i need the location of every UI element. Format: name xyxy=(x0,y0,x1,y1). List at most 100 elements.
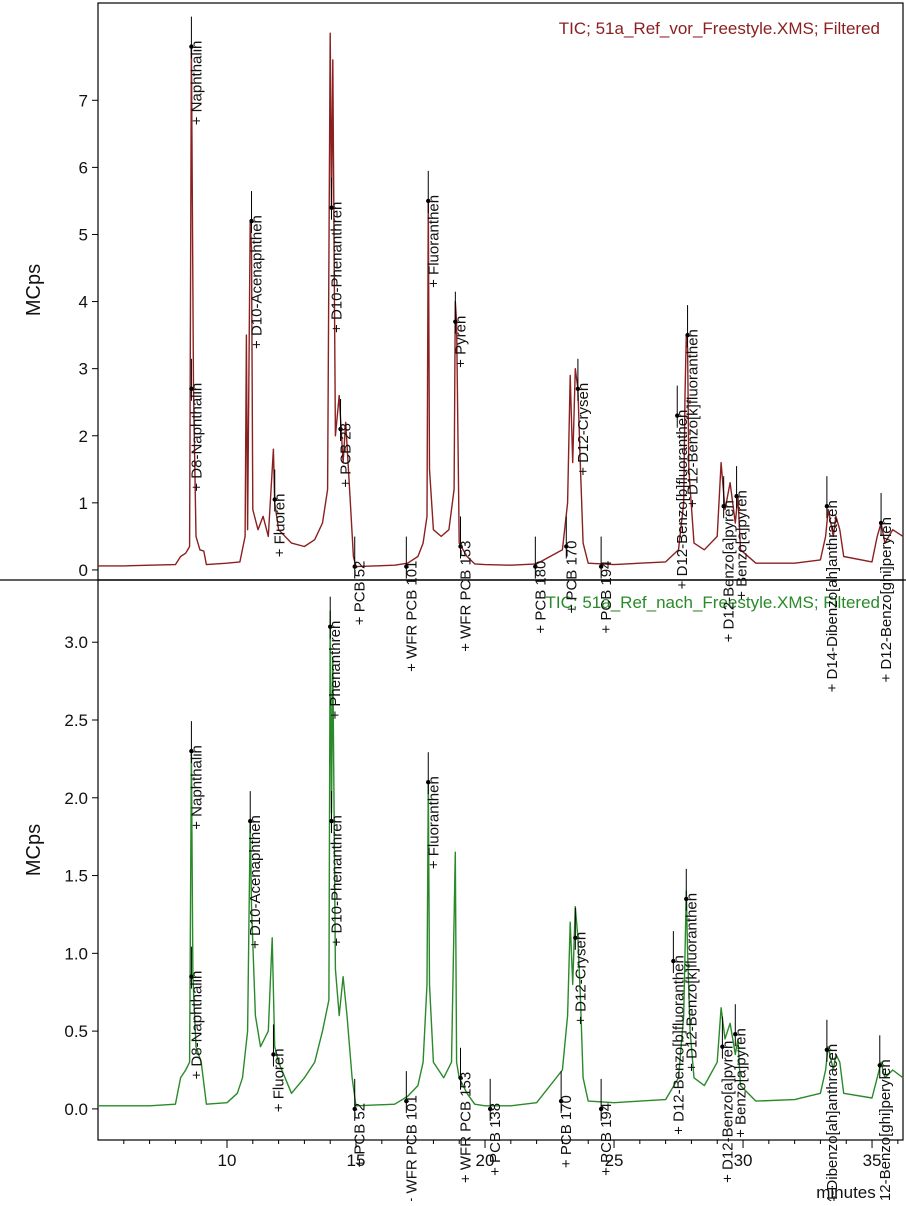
peak-label: + Naphthalin xyxy=(188,745,205,830)
bottom-peak-annotation: + PCB 138 xyxy=(487,1078,504,1176)
peak-marker-dot xyxy=(824,1047,830,1052)
x-tick-label: 10 xyxy=(218,1151,237,1170)
peak-label: + PCB 180 xyxy=(532,561,549,634)
peak-label: + D12-Crysen xyxy=(572,932,589,1025)
peak-label: + D12-Benzo[b]fluoranthen xyxy=(670,955,687,1135)
peak-label: + PCB 194 xyxy=(598,561,615,634)
top-peak-annotation: + D10-Phenanthren xyxy=(329,177,346,333)
top-y-tick-label: 5 xyxy=(79,225,88,244)
x-tick-label: 20 xyxy=(476,1151,495,1170)
top-peak-annotation: + PCB 194 xyxy=(598,536,615,634)
bottom-peak-annotation: + PCB 194 xyxy=(598,1078,615,1176)
peak-label: + PCB 138 xyxy=(487,1103,504,1176)
peak-marker-dot xyxy=(720,1044,725,1049)
top-y-tick-label: 6 xyxy=(79,158,88,177)
top-y-tick-label: 2 xyxy=(79,427,88,446)
bottom-panel-title: TIC; 51a_Ref_nach_Freestyle.XMS; Filtere… xyxy=(546,593,880,612)
top-peak-annotation: + Pyren xyxy=(452,291,469,368)
bottom-peak-annotation: + WFR PCB 101 xyxy=(403,1071,420,1206)
peak-marker-dot xyxy=(684,896,689,902)
peak-label: + D10-Phenanthren xyxy=(329,202,346,333)
peak-marker-dot xyxy=(329,205,334,210)
bottom-peak-annotation: + D14-Dibenzo[ah]anthracen xyxy=(824,1019,841,1206)
bottom-peak-annotation: + WFR PCB 153 xyxy=(458,1047,475,1183)
top-peak-annotation: + D12-Benzo[k]fluoranthen xyxy=(685,305,702,508)
top-y-tick-label: 1 xyxy=(79,494,88,513)
x-tick-label: 25 xyxy=(605,1151,624,1170)
bottom-peak-annotation: + Benzo[a]pyren xyxy=(732,1004,749,1138)
bottom-peak-annotation: + Fluoranthen xyxy=(425,752,442,869)
bottom-y-axis-label: MCps xyxy=(23,824,45,876)
top-y-tick-label: 4 xyxy=(79,293,88,312)
peak-marker-dot xyxy=(404,1098,409,1104)
bottom-peak-annotation: + Fluoren xyxy=(270,1024,287,1112)
bottom-peak-annotation: + D12-Benzo[k]fluoranthen xyxy=(683,868,700,1072)
bottom-y-tick-label: 1.0 xyxy=(64,944,88,963)
top-peak-annotation: + PCB 52 xyxy=(352,536,369,625)
peak-label: + Naphthalin xyxy=(188,41,205,126)
peak-label: + D10-Acenaphthen xyxy=(249,215,266,349)
peak-label: + Fluoranthen xyxy=(425,195,442,288)
bottom-peak-annotation: + D12-Benzo[a]pyren xyxy=(719,1016,736,1183)
x-tick-label: 15 xyxy=(347,1151,366,1170)
top-peak-annotation: + WFR PCB 153 xyxy=(458,516,475,652)
peak-marker-dot xyxy=(352,564,357,569)
top-peak-annotation: + Naphthalin xyxy=(188,16,205,126)
peak-marker-dot xyxy=(272,497,277,502)
peak-marker-dot xyxy=(734,493,739,499)
peak-marker-dot xyxy=(573,935,578,940)
peak-marker-dot xyxy=(189,44,194,49)
peak-marker-dot xyxy=(733,1032,738,1037)
bottom-peak-annotation: + PCB 170 xyxy=(558,1071,575,1168)
peak-label: + PCB 28 xyxy=(338,423,355,488)
bottom-y-tick-label: 2.5 xyxy=(64,711,88,730)
peak-marker-dot xyxy=(426,198,431,204)
top-peak-annotation: + D12-Benzo[b]fluoranthen xyxy=(674,385,691,589)
bottom-peak-annotation: + D10-Phenanthren xyxy=(329,791,346,946)
peak-label: + D12-Benzo[a]pyren xyxy=(719,1041,736,1183)
peak-label: + PCB 52 xyxy=(352,1103,369,1168)
bottom-y-tick-label: 0.0 xyxy=(64,1100,88,1119)
top-peak-annotation: + D12-Benzo[a]pyren xyxy=(721,476,738,642)
peak-marker-dot xyxy=(877,1063,882,1068)
peak-marker-dot xyxy=(189,386,194,391)
peak-label: + WFR PCB 101 xyxy=(403,1095,420,1201)
peak-label: + D12-Benzo[a]pyren xyxy=(721,500,738,642)
peak-marker-dot xyxy=(533,564,538,569)
peak-marker-dot xyxy=(248,818,253,824)
bottom-panel-plot: 0.0 0.5 1.0 1.5 2.0 2.5 3.0 + Phenanthren + Naph… xyxy=(64,596,904,1206)
peak-marker-dot xyxy=(249,218,254,224)
peak-label: + PCB 194 xyxy=(598,1103,615,1176)
peak-marker-dot xyxy=(329,818,334,824)
peak-marker-dot xyxy=(458,1075,463,1080)
top-peak-annotation: + PCB 28 xyxy=(338,399,355,488)
peak-label: + D8-Naphthalin xyxy=(188,971,205,1080)
peak-marker-dot xyxy=(564,544,569,549)
bottom-peak-annotation: + D12-Benzo[ghi]perylen xyxy=(877,1035,894,1206)
peak-marker-dot xyxy=(328,624,333,629)
bottom-y-tick-label: 1.5 xyxy=(64,867,88,886)
top-y-tick-label: 0 xyxy=(79,561,88,580)
top-peak-annotation: + Fluoranthen xyxy=(425,170,442,288)
peak-marker-dot xyxy=(352,1106,357,1112)
peak-label: + WFR PCB 101 xyxy=(403,561,420,672)
peak-marker-dot xyxy=(271,1052,276,1057)
peak-label: + D10-Acenaphthen xyxy=(247,815,264,949)
peak-label: + D8-Naphthalin xyxy=(188,383,205,492)
peak-marker-dot xyxy=(671,958,676,964)
top-peak-annotation: + PCB 170 xyxy=(563,516,580,613)
bottom-peak-annotation: + D12-Crysen xyxy=(572,907,589,1025)
peak-marker-dot xyxy=(453,319,458,324)
bottom-peak-annotation: + D10-Acenaphthen xyxy=(247,791,264,949)
top-peak-annotation: + D14-Dibenzo[ah]anthracen xyxy=(824,476,841,692)
peak-label: + D12-Benzo[ghi]perylen xyxy=(878,517,895,683)
top-peak-annotation: + D8-Naphthalin xyxy=(188,358,205,492)
peak-label: + PCB 170 xyxy=(563,541,580,614)
peak-marker-dot xyxy=(878,520,884,526)
peak-label: + Benzo[a]pyren xyxy=(732,1028,749,1138)
bottom-peak-annotation: + Phenanthren xyxy=(327,596,344,720)
peak-label: + D12-Crysen xyxy=(575,383,592,476)
peak-marker-dot xyxy=(404,564,409,569)
